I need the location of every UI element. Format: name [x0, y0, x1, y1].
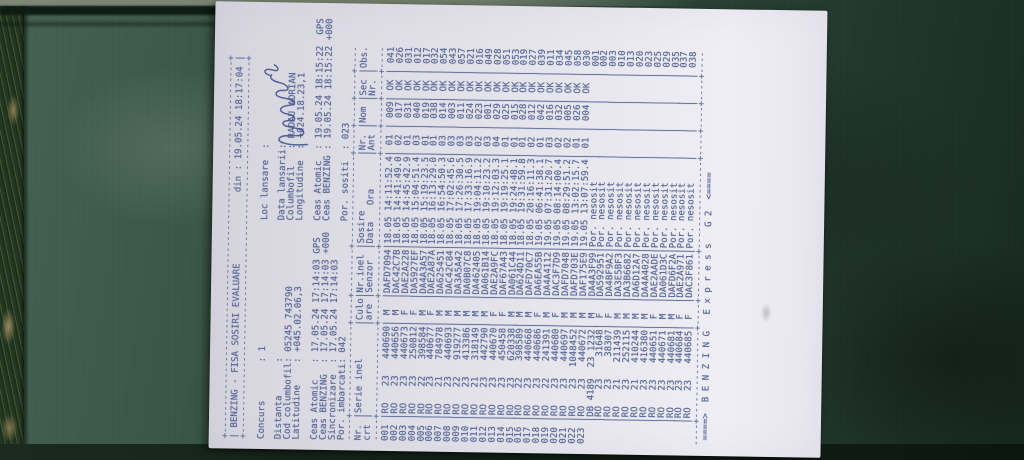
handwritten-loc-lansare-note: [264, 64, 309, 146]
paper-smudge: [760, 302, 772, 323]
benzing-report-document: +---------------------------------------…: [209, 0, 828, 458]
table-seam-line-2: [0, 22, 215, 26]
table-edge-shadow: [22, 0, 27, 460]
table-seam-line: [0, 6, 240, 15]
grass-edge: [0, 0, 24, 460]
paper-sheet: +---------------------------------------…: [208, 0, 828, 458]
